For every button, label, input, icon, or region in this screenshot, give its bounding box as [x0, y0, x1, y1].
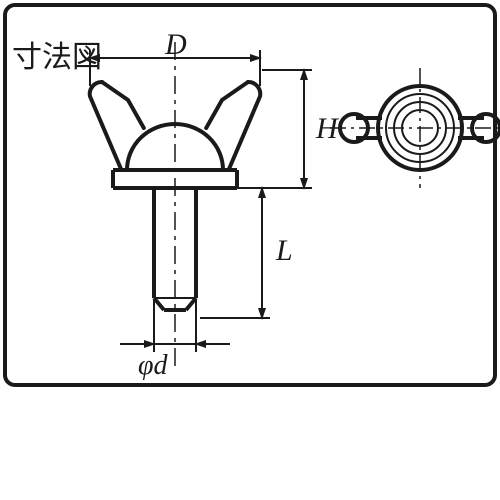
top-view: [330, 68, 500, 188]
dim-label-L: L: [276, 234, 293, 268]
dim-label-D: D: [165, 28, 187, 62]
dim-label-phi-d: φd: [138, 350, 168, 382]
diagram-title: 寸法図: [12, 32, 102, 76]
front-view: [90, 42, 260, 370]
diagram-canvas: 寸法図 D H L φd: [0, 0, 500, 500]
dim-label-H: H: [316, 112, 338, 146]
